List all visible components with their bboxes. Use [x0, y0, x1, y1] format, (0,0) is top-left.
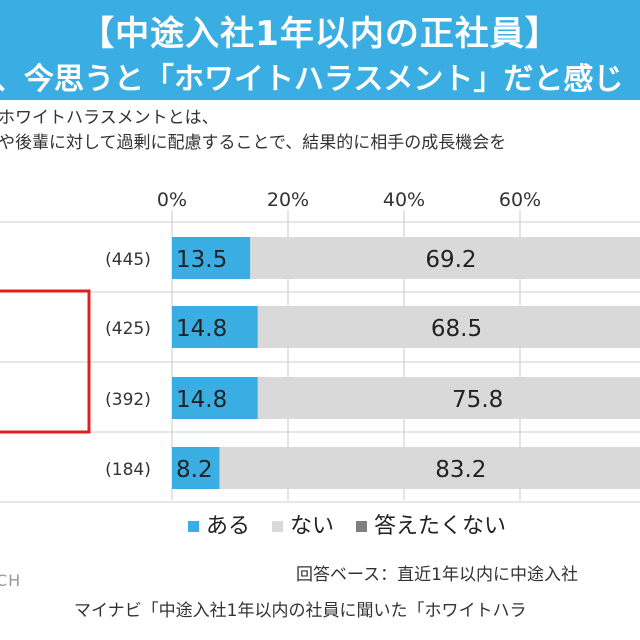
- source-note: マイナビ「中途入社1年以内の社員に聞いた「ホワイトハラ: [74, 601, 527, 621]
- bar-segment-nai: [219, 447, 640, 489]
- bar-segment-aru: [172, 306, 258, 348]
- legend-swatch: [272, 521, 283, 532]
- data-label: 69.2: [425, 247, 476, 273]
- legend-label: ある: [206, 514, 250, 539]
- legend-label: ない: [290, 514, 334, 539]
- bar-segment-nai: [257, 377, 640, 419]
- data-label: 14.8: [176, 387, 227, 413]
- data-label: 83.2: [435, 457, 486, 483]
- survey-question: 、今思うと「ホワイトハラスメント」だと感じ: [0, 62, 624, 97]
- definition-line-1: ホワイトハラスメントとは、: [0, 108, 219, 128]
- definition-text: ホワイトハラスメントとは、 や後輩に対して過剰に配慮することで、結果的に相手の成…: [0, 106, 640, 156]
- bar-segment-nai: [257, 306, 640, 348]
- legend-swatch: [356, 521, 367, 532]
- x-tick-label: 0%: [157, 189, 187, 211]
- title-banner: 【中途入社1年以内の正社員】 、今思うと「ホワイトハラスメント」だと感じ: [0, 0, 640, 100]
- credit-text: CH: [0, 571, 22, 590]
- bar-segment-nai: [250, 237, 640, 279]
- legend-label: 答えたくない: [374, 514, 506, 539]
- category-label: (445): [105, 250, 151, 270]
- bar-segment-aru: [172, 237, 251, 279]
- bar-segment-aru: [172, 377, 258, 419]
- x-tick-label: 40%: [383, 189, 425, 211]
- category-label: (184): [105, 460, 151, 480]
- highlight-bracket: [0, 289, 91, 434]
- data-label: 13.5: [176, 247, 227, 273]
- data-label: 75.8: [452, 387, 503, 413]
- legend-swatch: [188, 521, 199, 532]
- bar-segment-aru: [172, 447, 220, 489]
- definition-line-2: や後輩に対して過剰に配慮することで、結果的に相手の成長機会を: [0, 133, 507, 153]
- data-label: 68.5: [431, 316, 482, 342]
- page-title: 【中途入社1年以内の正社員】: [80, 14, 560, 54]
- x-tick-label: 60%: [499, 189, 541, 211]
- category-label: (425): [105, 319, 151, 339]
- data-label: 14.8: [176, 316, 227, 342]
- category-label: (392): [105, 390, 151, 410]
- base-note: 回答ベース：直近1年以内に中途入社: [296, 565, 578, 585]
- x-tick-label: 20%: [267, 189, 309, 211]
- data-label: 8.2: [176, 457, 213, 483]
